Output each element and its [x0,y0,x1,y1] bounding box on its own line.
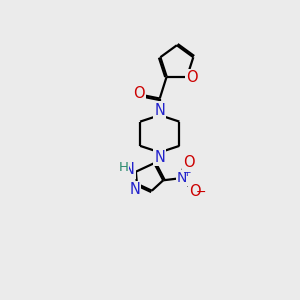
Text: N: N [129,182,140,197]
Text: O: O [183,155,195,170]
Text: O: O [133,86,145,101]
Text: O: O [190,184,201,199]
Text: −: − [195,186,206,199]
Text: H: H [119,161,129,174]
Text: N: N [154,103,165,118]
Text: N: N [177,171,187,185]
Text: N: N [124,162,135,177]
Text: N: N [154,150,165,165]
Text: +: + [183,168,191,178]
Text: O: O [186,70,198,85]
